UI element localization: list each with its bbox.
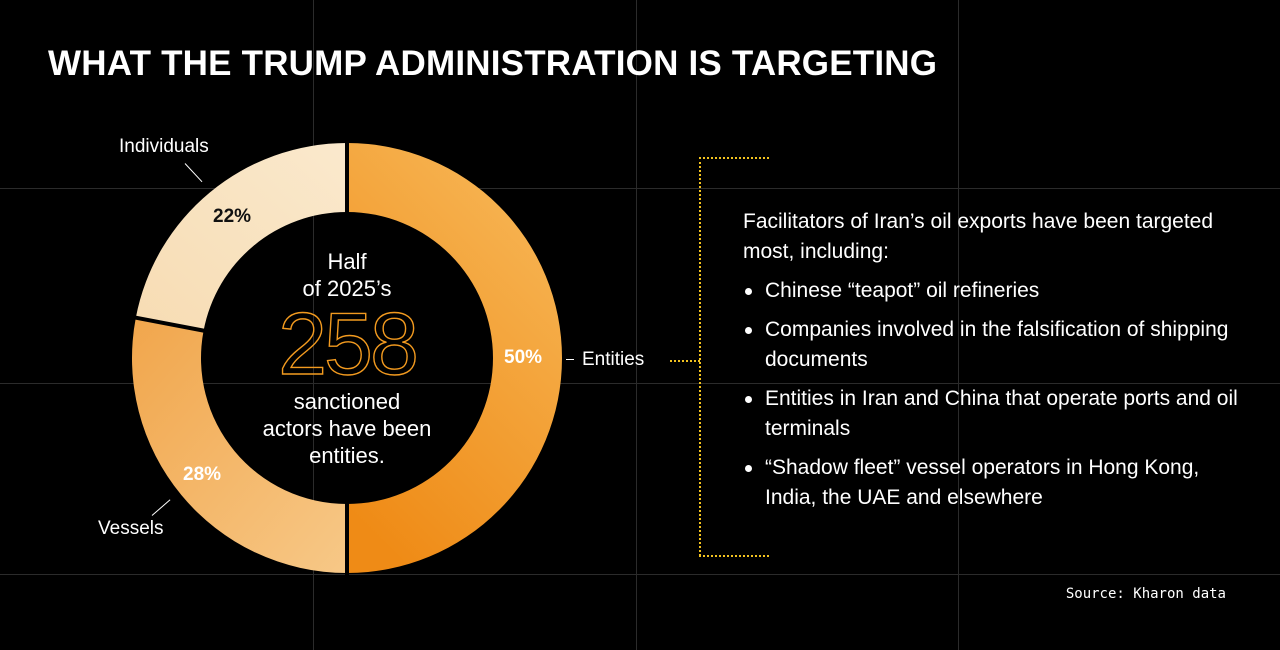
grid-line-v2 bbox=[636, 0, 637, 650]
info-panel: Facilitators of Iran’s oil exports have … bbox=[743, 207, 1243, 522]
bracket-connector bbox=[670, 360, 700, 362]
list-item-text: Entities in Iran and China that operate … bbox=[765, 387, 1238, 440]
list-item: Companies involved in the falsification … bbox=[743, 315, 1243, 375]
value-label-individuals: 22% bbox=[213, 206, 252, 227]
bracket-vertical bbox=[699, 157, 701, 556]
list-item: Chinese “teapot” oil refineries bbox=[743, 276, 1243, 306]
list-item: Entities in Iran and China that operate … bbox=[743, 384, 1243, 444]
bullet-icon bbox=[745, 327, 752, 334]
bullet-icon bbox=[745, 396, 752, 403]
panel-intro: Facilitators of Iran’s oil exports have … bbox=[743, 210, 1214, 263]
grid-line-v1 bbox=[313, 0, 314, 650]
category-label-individuals: Individuals bbox=[119, 136, 209, 157]
chart-title: WHAT THE TRUMP ADMINISTRATION IS TARGETI… bbox=[48, 44, 938, 83]
grid-line-h2 bbox=[0, 383, 1280, 384]
bullet-icon bbox=[745, 288, 752, 295]
center-line-4: actors have been bbox=[262, 416, 432, 441]
center-number: 258 bbox=[277, 294, 419, 393]
list-item: “Shadow fleet” vessel operators in Hong … bbox=[743, 453, 1243, 513]
panel-list: Chinese “teapot” oil refineries Companie… bbox=[743, 276, 1243, 513]
bullet-icon bbox=[745, 465, 752, 472]
center-line-3: sanctioned bbox=[293, 389, 401, 414]
value-label-entities: 50% bbox=[504, 347, 543, 368]
donut-slice-individuals bbox=[135, 143, 347, 331]
donut-chart bbox=[131, 141, 562, 575]
bracket-top bbox=[699, 157, 769, 159]
bracket-bottom bbox=[699, 555, 769, 557]
value-label-vessels: 28% bbox=[183, 464, 222, 485]
grid-line-v3 bbox=[958, 0, 959, 650]
center-line-1: Half bbox=[327, 249, 367, 274]
grid-line-h1 bbox=[0, 188, 1280, 189]
category-label-entities: Entities bbox=[582, 349, 645, 370]
grid-line-h3 bbox=[0, 574, 1280, 575]
leader-line-entities bbox=[566, 359, 574, 360]
slice-separator bbox=[133, 315, 206, 333]
donut-slice-entities bbox=[347, 143, 562, 573]
list-item-text: Companies involved in the falsification … bbox=[765, 318, 1229, 371]
list-item-text: Chinese “teapot” oil refineries bbox=[765, 279, 1040, 302]
center-line-5: entities. bbox=[309, 443, 385, 468]
source-note: Source: Kharon data bbox=[1065, 586, 1226, 602]
donut-slice-vessels bbox=[131, 317, 347, 573]
center-line-2: of 2025’s bbox=[302, 276, 392, 301]
category-label-vessels: Vessels bbox=[98, 518, 164, 539]
donut-center-text: Half of 2025’s 258 sanctioned actors hav… bbox=[217, 248, 477, 469]
list-item-text: “Shadow fleet” vessel operators in Hong … bbox=[765, 456, 1200, 509]
